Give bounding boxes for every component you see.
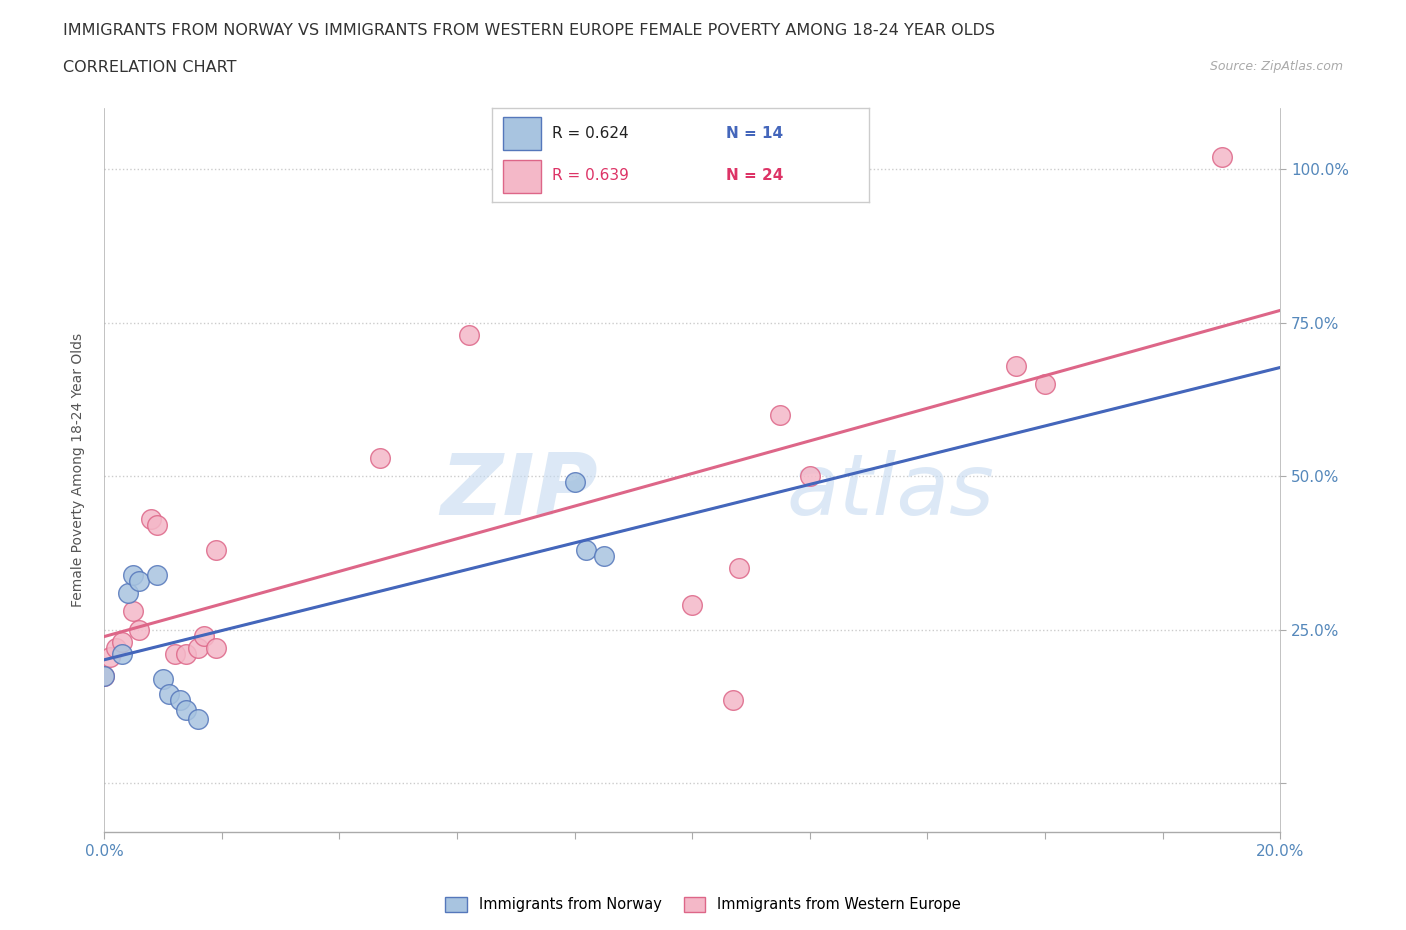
Point xyxy=(139,512,162,526)
Point xyxy=(163,647,186,662)
Point xyxy=(564,475,586,490)
Point xyxy=(122,604,145,618)
Y-axis label: Female Poverty Among 18-24 Year Olds: Female Poverty Among 18-24 Year Olds xyxy=(72,333,86,607)
Point xyxy=(93,669,115,684)
Point xyxy=(157,687,180,702)
Point xyxy=(93,669,115,684)
Point xyxy=(799,469,821,484)
Point xyxy=(204,641,226,656)
Point xyxy=(169,693,191,708)
Point xyxy=(1004,358,1026,373)
Text: ZIP: ZIP xyxy=(440,450,598,534)
Point xyxy=(117,586,139,601)
Point xyxy=(457,327,479,342)
Text: Source: ZipAtlas.com: Source: ZipAtlas.com xyxy=(1209,60,1343,73)
Text: IMMIGRANTS FROM NORWAY VS IMMIGRANTS FROM WESTERN EUROPE FEMALE POVERTY AMONG 18: IMMIGRANTS FROM NORWAY VS IMMIGRANTS FRO… xyxy=(63,23,995,38)
Point xyxy=(187,641,209,656)
Point xyxy=(1211,150,1233,165)
Text: CORRELATION CHART: CORRELATION CHART xyxy=(63,60,236,75)
Point xyxy=(128,622,150,637)
Point xyxy=(1033,377,1056,392)
Point xyxy=(204,542,226,557)
Point xyxy=(98,650,121,665)
Point xyxy=(728,561,751,576)
Point xyxy=(146,518,169,533)
Point xyxy=(176,647,198,662)
Point xyxy=(111,634,134,649)
Point xyxy=(104,641,127,656)
Point xyxy=(187,711,209,726)
Legend: Immigrants from Norway, Immigrants from Western Europe: Immigrants from Norway, Immigrants from … xyxy=(439,891,967,918)
Point xyxy=(152,671,174,686)
Point xyxy=(146,567,169,582)
Point xyxy=(176,702,198,717)
Point xyxy=(681,598,703,613)
Point xyxy=(193,629,215,644)
Text: atlas: atlas xyxy=(786,450,994,534)
Point xyxy=(575,542,598,557)
Point xyxy=(769,407,792,422)
Point xyxy=(723,693,745,708)
Point xyxy=(122,567,145,582)
Point xyxy=(128,573,150,588)
Point xyxy=(111,647,134,662)
Point xyxy=(370,450,392,465)
Point xyxy=(593,549,616,564)
